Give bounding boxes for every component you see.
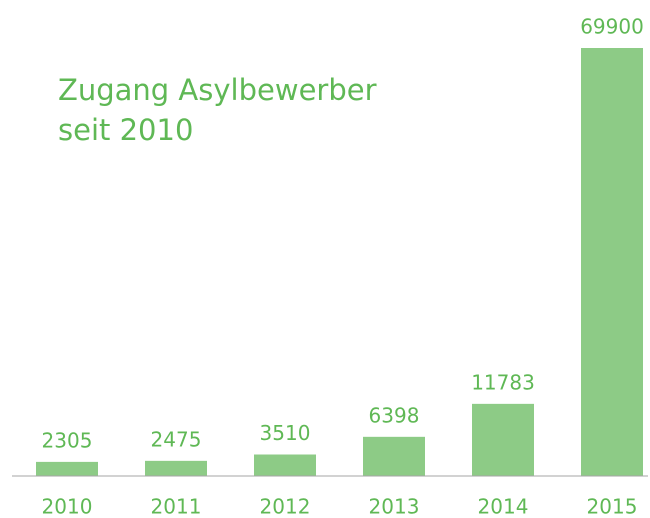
bar	[472, 403, 534, 476]
chart-title: Zugang Asylbewerber	[58, 73, 377, 107]
data-label: 3510	[260, 421, 311, 445]
x-tick-label: 2012	[260, 495, 311, 518]
bar	[254, 454, 316, 476]
x-tick-label: 2015	[587, 495, 638, 518]
x-tick-label: 2010	[42, 495, 93, 518]
x-tick-label: 2014	[478, 495, 529, 518]
data-label: 69900	[580, 15, 644, 39]
bar	[581, 48, 643, 476]
bar	[145, 460, 207, 476]
x-tick-label: 2011	[151, 495, 202, 518]
x-tick-label: 2013	[369, 495, 420, 518]
data-label: 11783	[471, 370, 535, 394]
bar	[363, 436, 425, 476]
data-label: 6398	[369, 403, 420, 427]
data-label: 2475	[151, 427, 202, 451]
bar	[36, 461, 98, 476]
data-label: 2305	[42, 428, 93, 452]
chart-title: seit 2010	[58, 113, 193, 147]
